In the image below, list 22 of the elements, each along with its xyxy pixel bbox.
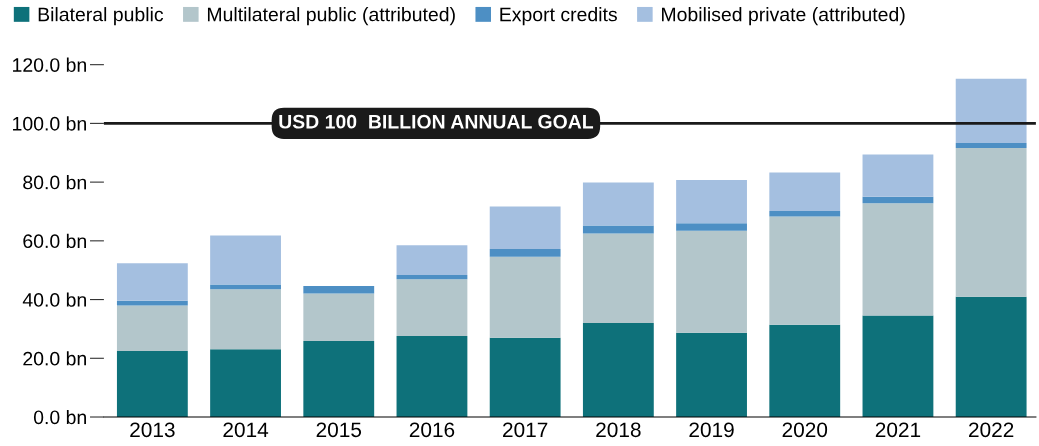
legend-label: Multilateral public (attributed) (207, 7, 455, 26)
legend-label: Bilateral public (38, 7, 164, 26)
ref-line-label: USD 100 BILLION ANNUAL GOAL (279, 114, 594, 129)
x-tick-label: 2022 (969, 422, 1014, 438)
x-tick-label: 2014 (223, 422, 269, 438)
y-tick-label: 0.0 bn (33, 409, 86, 425)
x-tick-label: 2018 (596, 422, 641, 438)
y-tick-label: 60.0 bn (23, 233, 86, 249)
x-tick-label: 2021 (875, 422, 921, 438)
x-tick-label: 2020 (782, 422, 828, 438)
x-tick-label: 2017 (503, 422, 548, 438)
x-tick-label: 2015 (316, 422, 362, 438)
y-tick-label: 100.0 bn (13, 116, 86, 131)
y-tick-label: 40.0 bn (22, 292, 86, 307)
legend-label: Export credits (500, 7, 617, 26)
x-tick-label: 2013 (130, 422, 175, 438)
legend-label: Mobilised private (attributed) (662, 7, 905, 26)
x-tick-label: 2016 (409, 422, 455, 438)
y-tick-label: 120.0 bn (13, 57, 86, 72)
y-tick-label: 80.0 bn (23, 175, 86, 190)
y-tick-label: 20.0 bn (23, 351, 86, 366)
x-tick-label: 2019 (689, 422, 734, 438)
